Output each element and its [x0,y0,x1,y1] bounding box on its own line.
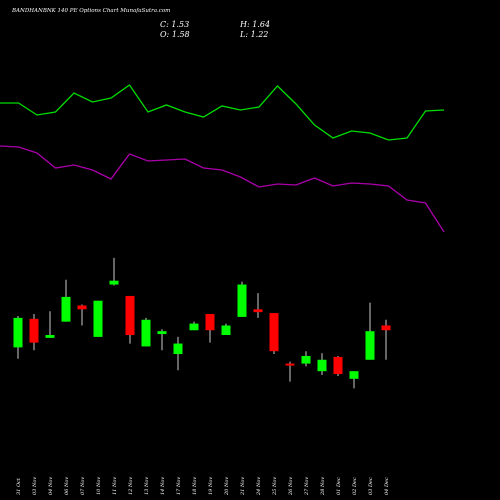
lower-indicator-line [0,145,445,233]
candle [189,321,199,331]
x-tick-label: 06 Nov [64,477,70,495]
candle [109,257,119,286]
x-tick-label: 25 Nov [272,477,278,496]
candle [301,351,311,367]
candle-body [189,323,199,331]
candle-body [285,363,295,366]
x-tick-label: 24 Nov [256,477,262,496]
candle [237,281,247,317]
x-tick-label: 03 Nov [32,477,38,495]
high-value: 1.64 [252,20,271,29]
candle-body [349,371,359,379]
candle-body [317,359,327,372]
candle-body [109,280,119,285]
candle [381,319,391,360]
x-tick-label: 07 Nov [80,477,86,495]
x-tick-label: 21 Nov [240,477,246,496]
x-tick-label: 26 Nov [288,477,294,496]
candle [141,317,151,347]
x-tick-label: 19 Nov [208,477,214,495]
x-tick-label: 14 Nov [160,477,166,495]
candle [173,336,183,371]
x-tick-label: 02 Dec [352,477,358,495]
candle [205,314,215,343]
low-readout: L: 1.22 [240,30,268,39]
upper-indicator-line [0,84,445,141]
x-tick-label: 12 Nov [128,477,134,495]
high-label: H: [240,20,250,29]
close-value: 1.53 [171,20,190,29]
candle [77,304,87,326]
close-readout: C: 1.53 [160,20,189,29]
candle-body [381,325,391,331]
candle [365,302,375,360]
candle-body [237,284,247,317]
candle [285,361,295,382]
x-tick-label: 04 Dec [384,477,390,495]
open-label: O: [160,30,170,39]
candle [317,353,327,375]
candle-body [205,314,215,331]
open-value: 1.58 [171,30,190,39]
candle-body [125,295,135,335]
candle [125,295,135,344]
candle-body [93,300,103,337]
candle-body [157,331,167,335]
candle [221,323,231,335]
candle-body [29,318,39,343]
x-axis-labels: 31 Oct 03 Nov 04 Nov 06 Nov 07 Nov 10 Nov 11 N… [16,477,390,496]
candle [93,300,103,337]
candle-body [301,355,311,364]
candle [253,293,263,318]
x-tick-label: 28 Nov [320,477,326,496]
x-tick-label: 31 Oct [16,477,22,495]
candle-body [365,331,375,360]
chart-title: BANDHANBNK 140 PE Options Chart MunafaSu… [12,8,171,14]
candle [45,311,55,338]
candle-body [45,335,55,338]
low-value: 1.22 [250,30,269,39]
x-tick-label: 01 Dec [336,477,342,495]
x-tick-label: 04 Nov [48,477,54,495]
candle-body [269,313,279,352]
candles [13,257,391,389]
x-tick-label: 18 Nov [192,477,198,495]
close-label: C: [160,20,169,29]
candle-body [141,319,151,347]
candle [13,315,23,359]
candle-body [221,325,231,335]
candle-body [61,296,71,322]
candle [29,314,39,351]
candle [157,329,167,351]
indicator-lines [0,84,445,233]
x-tick-label: 20 Nov [224,477,230,496]
open-readout: O: 1.58 [160,30,190,39]
x-tick-label: 13 Nov [144,477,150,495]
x-tick-label: 03 Dec [368,477,374,495]
candle [349,371,359,389]
candle [269,313,279,355]
x-tick-label: 11 Nov [112,477,118,495]
x-tick-label: 27 Nov [304,477,310,496]
x-tick-label: 10 Nov [96,477,102,495]
candle-body [333,356,343,375]
candle [333,355,343,376]
candle-body [253,309,263,313]
candle [61,279,71,322]
candle-body [13,317,23,348]
low-label: L: [240,30,249,39]
high-readout: H: 1.64 [240,20,270,29]
candle-body [173,343,183,355]
candle-body [77,305,87,310]
x-tick-label: 17 Nov [176,477,182,495]
